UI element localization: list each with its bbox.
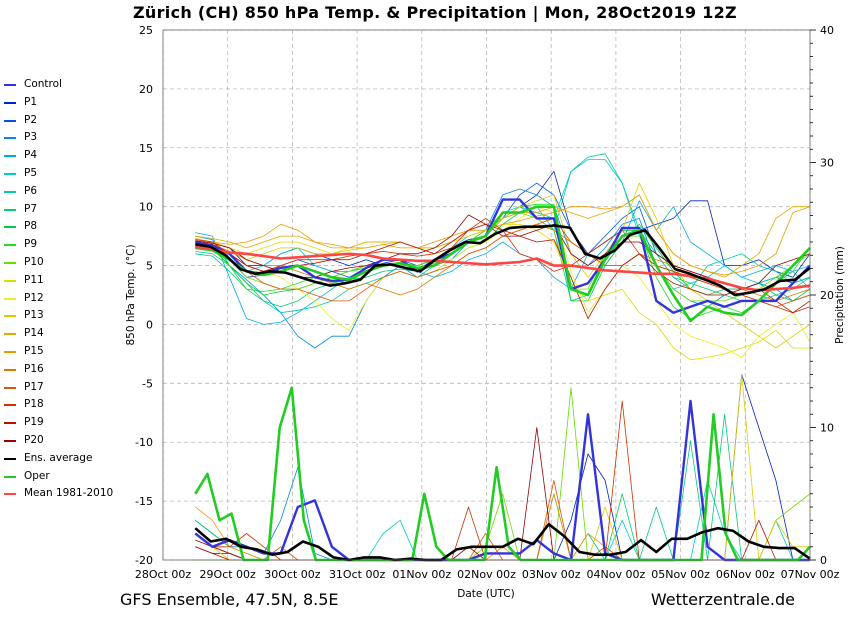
y-tick-label: 15: [139, 142, 153, 155]
chart-title: Zürich (CH) 850 hPa Temp. & Precipitatio…: [133, 3, 737, 22]
legend-swatch: [4, 439, 16, 442]
x-tick-label: 30Oct 00z: [264, 568, 321, 581]
legend-label: P7: [24, 202, 38, 215]
legend-swatch: [4, 101, 16, 104]
legend-swatch: [4, 84, 16, 86]
legend-swatch: [4, 315, 16, 318]
legend-swatch: [4, 422, 16, 425]
legend-swatch: [4, 261, 16, 264]
legend-swatch: [4, 333, 16, 336]
legend-swatch: [4, 172, 16, 175]
temp-line-p20: [195, 214, 811, 290]
temp-line-p11: [195, 223, 810, 361]
legend-swatch: [4, 244, 16, 247]
legend-label: P20: [24, 433, 44, 446]
legend-swatch: [4, 279, 16, 282]
precip-line-oper: [194, 386, 811, 562]
legend-label: P17: [24, 380, 44, 393]
legend-label: P19: [24, 416, 44, 429]
legend-label: P1: [24, 95, 38, 108]
legend-swatch: [4, 297, 16, 300]
x-tick-label: 28Oct 00z: [135, 568, 192, 581]
y2-tick-label: 0: [820, 554, 827, 567]
legend-swatch: [4, 226, 16, 229]
legend-label: P15: [24, 344, 44, 357]
legend-swatch: [4, 350, 16, 353]
y-tick-label: 25: [139, 24, 153, 37]
y2-tick-label: 20: [820, 289, 834, 302]
legend-label: P8: [24, 220, 38, 233]
legend-label: P5: [24, 166, 38, 179]
y-tick-label: 0: [146, 318, 153, 331]
x-tick-label: 06Nov 00z: [716, 568, 775, 581]
temp-line-ens-average: [195, 224, 811, 297]
x-tick-label: 01Nov 00z: [392, 568, 451, 581]
legend-swatch: [4, 137, 16, 140]
temp-line-mean-1981-2010: [195, 245, 811, 292]
legend-label: P11: [24, 273, 44, 286]
temp-line-control: [195, 198, 811, 314]
temp-line-p4: [195, 200, 811, 325]
y-tick-label: -5: [142, 377, 153, 390]
y-axis-label: 850 hPa Temp. (°C): [125, 244, 137, 345]
precip-line-ens-average: [194, 522, 811, 562]
temperature-series: [195, 153, 811, 361]
legend-swatch: [4, 475, 16, 478]
y-tick-label: 20: [139, 83, 153, 96]
x-tick-label: 07Nov 00z: [781, 568, 840, 581]
legend-swatch: [4, 190, 16, 193]
x-tick-label: 31Oct 00z: [329, 568, 386, 581]
x-tick-label: 05Nov 00z: [651, 568, 710, 581]
y-tick-label: -15: [135, 495, 153, 508]
x-tick-label: 03Nov 00z: [522, 568, 581, 581]
legend-label: P6: [24, 184, 38, 197]
precip-line-control: [194, 399, 810, 562]
legend-label: P14: [24, 327, 44, 340]
temp-line-p9: [195, 203, 811, 320]
y2-axis-label: Precipitation (mm): [834, 246, 846, 344]
legend-label: P13: [24, 309, 44, 322]
y-tick-label: 5: [146, 260, 153, 273]
legend-label: P2: [24, 113, 38, 126]
legend-label: P9: [24, 238, 38, 251]
y2-tick-label: 10: [820, 422, 834, 435]
legend-label: Oper: [24, 469, 50, 482]
legend-swatch: [4, 386, 16, 389]
legend-label: Ens. average: [24, 451, 93, 464]
x-axis-label: Date (UTC): [457, 588, 514, 600]
temp-line-oper: [195, 205, 811, 323]
footer-source: Wetterzentrale.de: [650, 590, 795, 609]
legend-swatch: [4, 208, 16, 211]
x-tick-label: 02Nov 00z: [457, 568, 516, 581]
x-tick-label: 04Nov 00z: [587, 568, 646, 581]
y-tick-label: -20: [135, 554, 153, 567]
legend-swatch: [4, 493, 16, 496]
legend-label: P16: [24, 362, 44, 375]
legend-swatch: [4, 119, 16, 122]
temp-line-p15: [195, 194, 811, 276]
x-tick-label: 29Oct 00z: [200, 568, 257, 581]
legend-label: P12: [24, 291, 44, 304]
y-tick-label: -10: [135, 436, 153, 449]
legend-label: P10: [24, 255, 44, 268]
legend-label: P18: [24, 398, 44, 411]
legend-swatch: [4, 457, 16, 460]
precipitation-series: [194, 374, 811, 562]
legend-swatch: [4, 155, 16, 158]
legend-label: P3: [24, 131, 38, 144]
legend-swatch: [4, 368, 16, 371]
footer-model-info: GFS Ensemble, 47.5N, 8.5E: [120, 590, 339, 609]
legend-swatch: [4, 404, 16, 407]
y2-tick-label: 40: [820, 24, 834, 37]
y-tick-label: 10: [139, 201, 153, 214]
legend-label: P4: [24, 149, 38, 162]
y2-tick-label: 30: [820, 157, 834, 170]
legend-label: Mean 1981-2010: [24, 487, 114, 500]
legend-label: Control: [24, 78, 62, 90]
